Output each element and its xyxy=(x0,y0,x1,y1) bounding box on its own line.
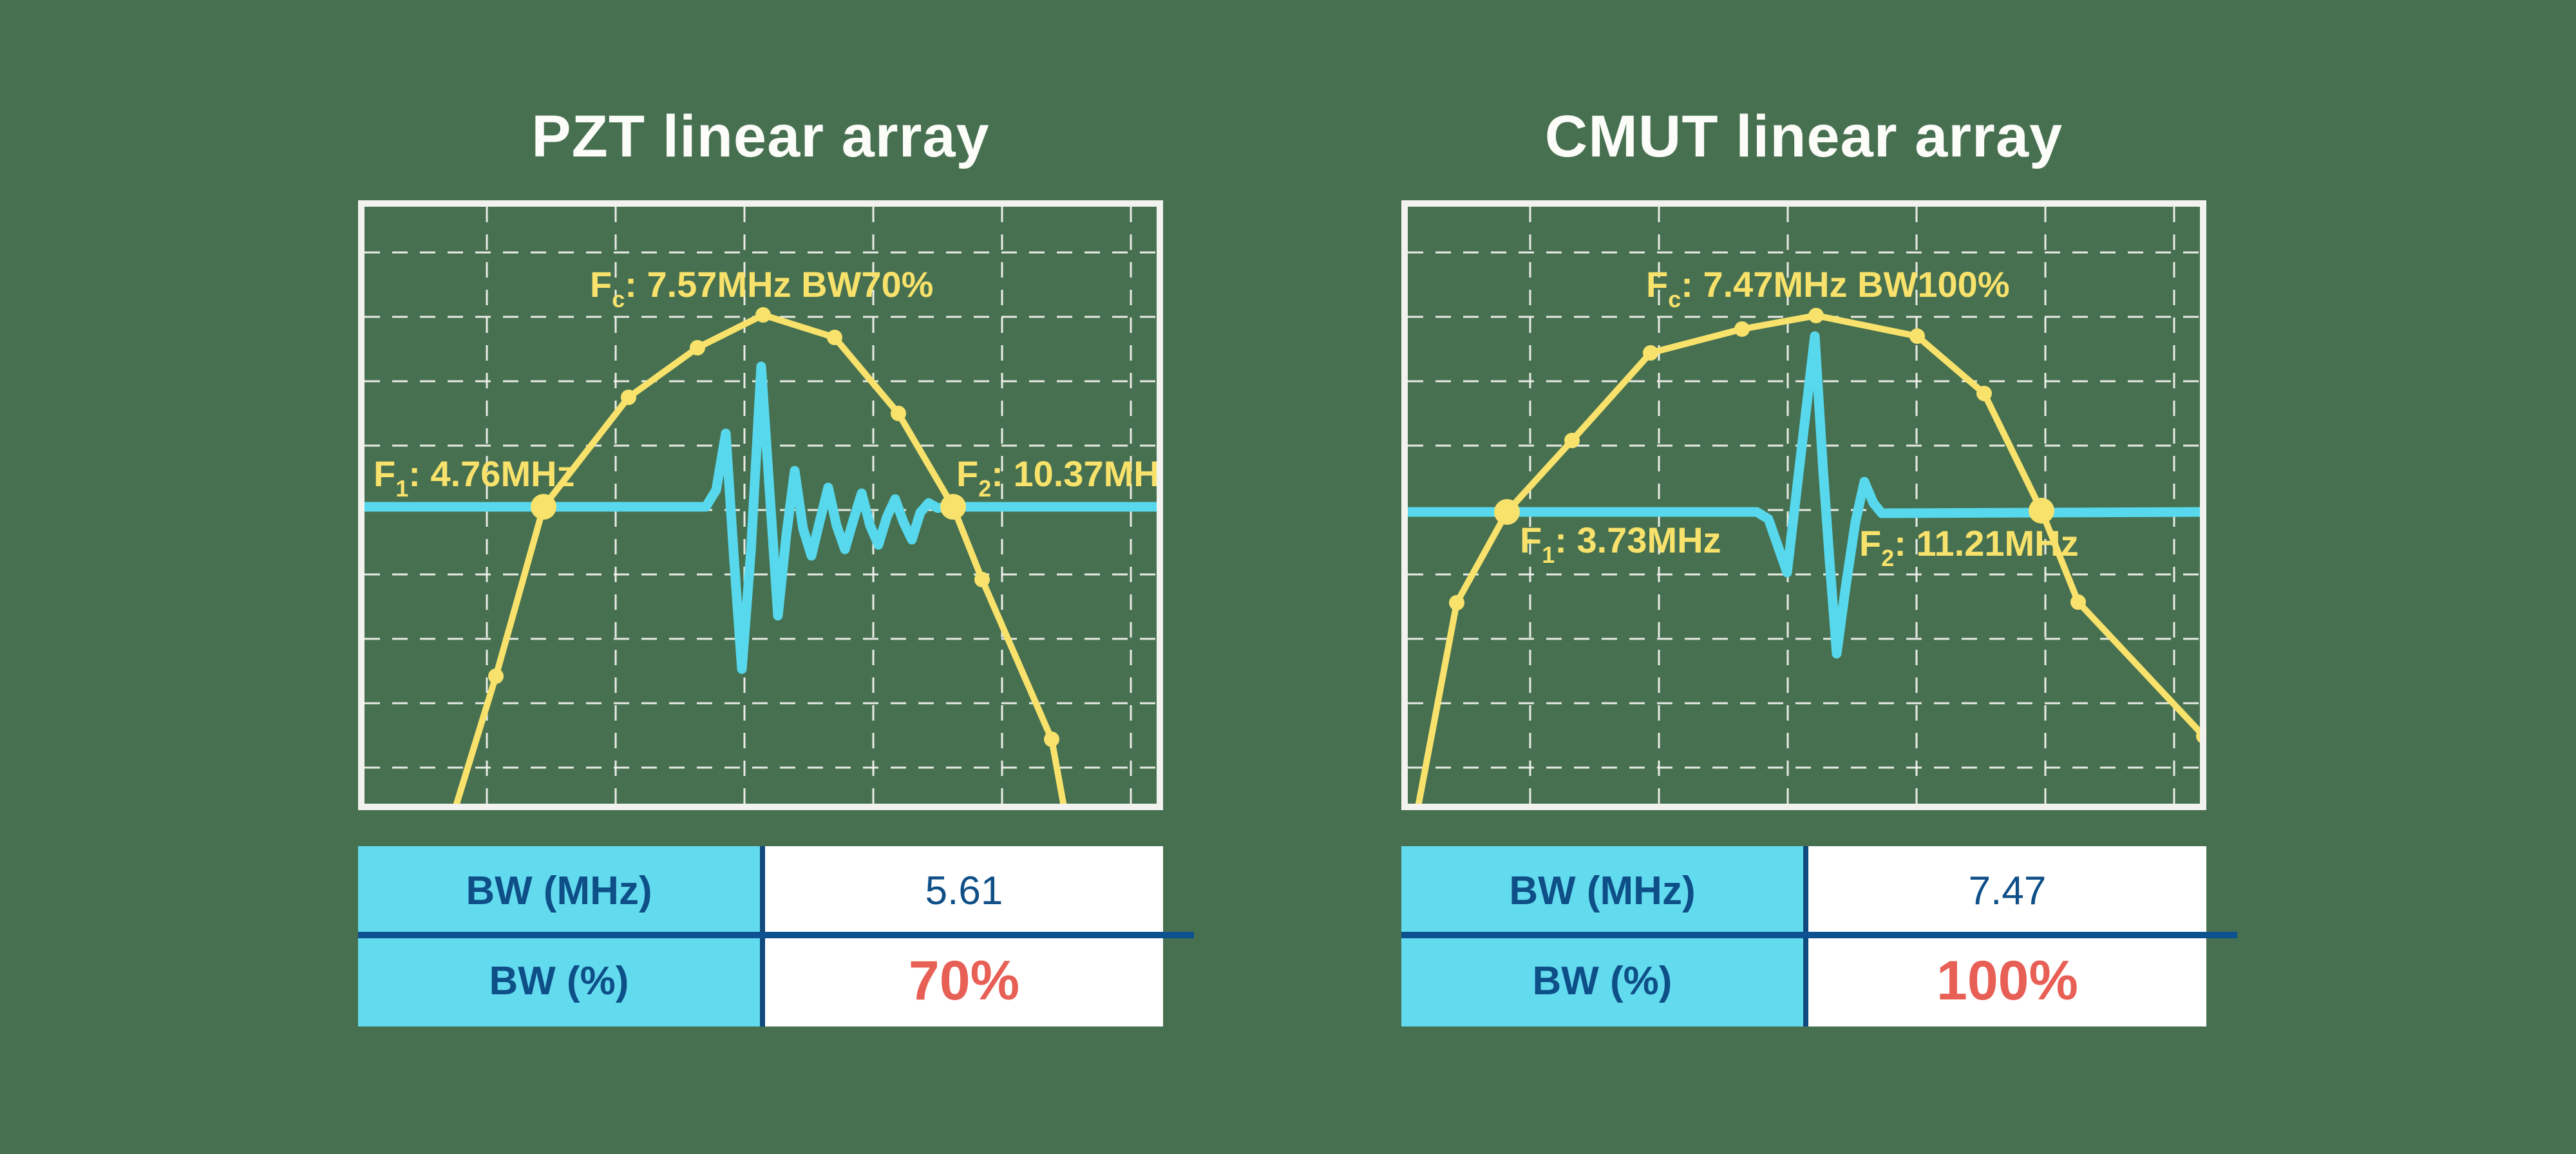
chart-border xyxy=(358,200,1163,810)
table-row: BW (%) 70% xyxy=(358,935,1163,1026)
spectrum-marker xyxy=(1643,345,1658,361)
pzt-bandwidth-table: BW (MHz) 5.61 BW (%) 70% xyxy=(358,846,1194,1026)
bw-mhz-value-cell: 5.61 xyxy=(765,846,1163,935)
bandwidth-edge-marker xyxy=(1494,499,1520,525)
bandwidth-edge-marker xyxy=(531,494,556,520)
bw-percent-value-cell: 70% xyxy=(765,935,1163,1026)
plot-area: Fc: 7.47MHz BW100% F1: 3.73MHz F2: 11.21MH… xyxy=(1408,207,2200,804)
table-row-divider xyxy=(1401,932,2237,938)
spectrum-marker xyxy=(690,340,705,355)
frequency-annotation: F2: 11.21MHz xyxy=(1859,523,2079,571)
pulse-waveform xyxy=(1408,331,2200,659)
bw-mhz-value-cell: 7.47 xyxy=(1808,846,2206,935)
spectrum-marker xyxy=(755,307,771,323)
bw-mhz-label-cell: BW (MHz) xyxy=(1401,846,1808,935)
frequency-annotation: F2: 10.37MHz xyxy=(956,453,1163,502)
spectrum-curve xyxy=(453,312,1067,804)
frequency-annotation: F1: 4.76MHz xyxy=(374,453,575,502)
frequency-annotation: Fc: 7.57MHz BW70% xyxy=(590,264,933,312)
spectrum-marker xyxy=(974,572,990,587)
cmut-spectrum-chart: Fc: 7.47MHz BW100% F1: 3.73MHz F2: 11.21MH… xyxy=(1401,200,2206,810)
spectrum-marker xyxy=(621,390,636,405)
pulse-waveform xyxy=(365,361,1157,674)
cmut-bandwidth-table: BW (MHz) 7.47 BW (%) 100% xyxy=(1401,846,2237,1026)
spectrum-marker xyxy=(2070,594,2086,610)
table-row-divider xyxy=(358,932,1194,938)
chart-border xyxy=(1401,200,2206,810)
bandwidth-edge-marker xyxy=(2029,498,2054,524)
pzt-spectrum-chart: Fc: 7.57MHz BW70% F1: 4.76MHz F2: 10.37MHz xyxy=(358,200,1163,810)
table-row: BW (MHz) 7.47 xyxy=(1401,846,2206,935)
spectrum-marker xyxy=(1564,433,1580,448)
plot-area: Fc: 7.57MHz BW70% F1: 4.76MHz F2: 10.37MHz xyxy=(365,207,1163,804)
spectrum-curve xyxy=(1415,312,2200,804)
spectrum-marker xyxy=(1808,308,1824,323)
spectrum-marker xyxy=(1044,732,1059,747)
bw-percent-value-cell: 100% xyxy=(1808,935,2206,1026)
spectrum-marker xyxy=(1909,328,1925,344)
table-row: BW (MHz) 5.61 xyxy=(358,846,1163,935)
frequency-annotation: F1: 3.73MHz xyxy=(1520,520,1721,568)
spectrum-marker xyxy=(2196,729,2200,743)
bw-mhz-label-cell: BW (MHz) xyxy=(358,846,765,935)
spectrum-marker xyxy=(1449,595,1464,610)
table-row: BW (%) 100% xyxy=(1401,935,2206,1026)
pzt-chart-title: PZT linear array xyxy=(531,104,990,169)
frequency-annotation: Fc: 7.47MHz BW100% xyxy=(1646,264,2010,312)
spectrum-marker xyxy=(891,406,906,421)
spectrum-marker xyxy=(488,668,504,684)
bandwidth-edge-marker xyxy=(940,494,966,520)
spectrum-marker xyxy=(827,330,842,345)
spectrum-marker xyxy=(1734,321,1750,337)
spectrum-marker xyxy=(1976,386,1992,401)
cmut-chart-title: CMUT linear array xyxy=(1544,104,2063,169)
bw-percent-label-cell: BW (%) xyxy=(1401,935,1808,1026)
bw-percent-label-cell: BW (%) xyxy=(358,935,765,1026)
